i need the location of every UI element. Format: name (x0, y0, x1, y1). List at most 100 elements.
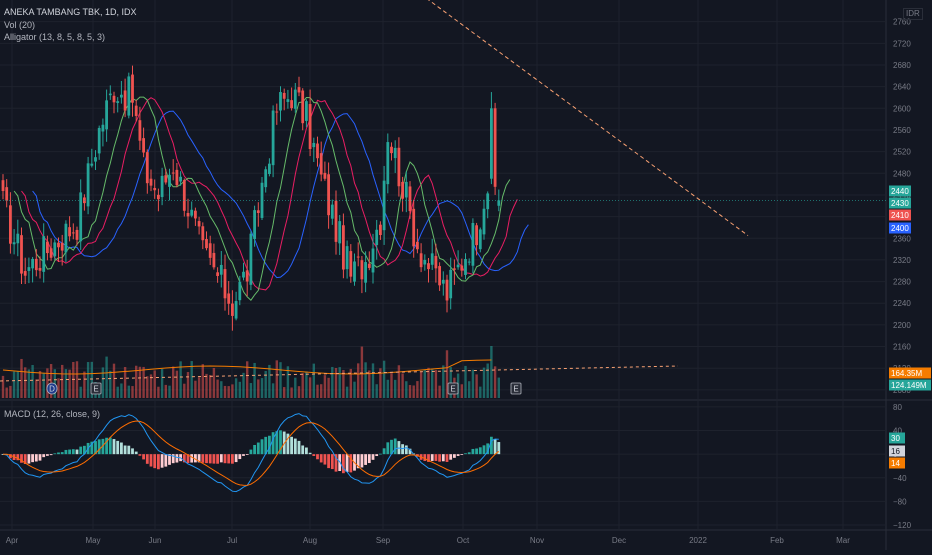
volume-bar (120, 383, 123, 398)
candle-body (75, 229, 79, 240)
volume-bar (260, 378, 264, 398)
alligator-teeth-line (21, 97, 518, 291)
event-marker-box[interactable] (510, 382, 522, 395)
trend-line[interactable] (370, 0, 749, 236)
macd-histogram-bar (16, 454, 20, 461)
volume-bar (16, 371, 19, 398)
symbol-title: ANEKA TAMBANG TBK, 1D, IDX (4, 7, 137, 17)
volume-bar (172, 366, 175, 398)
price-label-box (889, 222, 911, 234)
macd-histogram-bar (327, 454, 330, 469)
candle-body (97, 127, 101, 154)
price-label-text: 2440 (891, 187, 909, 196)
volume-bar (416, 381, 419, 398)
candle-body (231, 303, 234, 316)
volume-bar (160, 368, 164, 398)
macd-histogram-bar (319, 454, 323, 463)
candle-body (223, 269, 227, 299)
event-marker[interactable]: E (90, 382, 102, 395)
candle-body (364, 262, 367, 283)
candle-body (282, 92, 286, 99)
event-marker-box[interactable] (46, 382, 58, 395)
price-label-text: 2410 (891, 211, 909, 220)
macd-histogram-bar (94, 441, 97, 455)
candle-body (345, 246, 349, 270)
macd-histogram-bar (268, 435, 271, 455)
macd-histogram-bar (190, 454, 194, 463)
candle-body (9, 205, 12, 244)
candle-body (497, 200, 501, 206)
macd-histogram-bar (312, 454, 316, 456)
candle-body (197, 221, 201, 227)
volume-bar (234, 378, 238, 398)
volume-bar (12, 371, 16, 398)
candle-body (356, 256, 360, 258)
candle-body (16, 233, 20, 244)
volume-bar (246, 361, 249, 398)
volume-ma-line (2, 359, 492, 375)
macd-histogram-bar (386, 442, 390, 455)
candle-body (456, 264, 460, 268)
macd-histogram-bar (68, 449, 71, 455)
macd-histogram-bar (171, 454, 175, 464)
volume-bar (146, 376, 149, 398)
volume-bar (449, 367, 452, 398)
volume-label-text: 124.149M (891, 381, 927, 390)
candle-body (216, 272, 219, 276)
candle-body (390, 146, 393, 154)
volume-bar (194, 380, 197, 398)
volume-bar (5, 387, 8, 398)
event-marker[interactable]: E (447, 382, 459, 395)
macd-tick-label: −40 (893, 474, 907, 483)
candle-body (275, 111, 279, 113)
macd-histogram-bar (120, 442, 123, 455)
event-marker[interactable]: E (510, 382, 522, 395)
event-marker-box[interactable] (90, 382, 102, 395)
candle-body (445, 279, 449, 301)
time-tick-label: Dec (612, 536, 626, 545)
macd-histogram-bar (323, 454, 327, 465)
macd-histogram-bar (375, 454, 379, 457)
volume-bar (379, 368, 382, 398)
event-marker[interactable]: D (46, 382, 58, 395)
macd-value-box (889, 445, 905, 457)
macd-histogram-bar (138, 454, 142, 456)
macd-histogram-bar (256, 442, 260, 455)
macd-histogram-bar (9, 454, 12, 459)
candle-body (71, 232, 75, 234)
volume-bar (164, 384, 167, 398)
price-tick-label: 2760 (893, 18, 911, 27)
macd-histogram-bar (364, 454, 367, 465)
volume-bar (419, 371, 423, 398)
time-tick-label: 2022 (689, 536, 707, 545)
macd-histogram-bar (238, 454, 242, 460)
macd-histogram-bar (31, 454, 34, 463)
candle-body (205, 239, 208, 249)
volume-bar (349, 368, 352, 398)
candle-body (338, 221, 342, 244)
macd-histogram-bar (212, 454, 216, 464)
volume-bar (397, 365, 401, 398)
candle-body (293, 89, 297, 109)
candle-body (131, 74, 134, 103)
candle-body (153, 187, 157, 191)
volume-bar (442, 365, 445, 398)
candle-body (212, 252, 216, 268)
event-marker-box[interactable] (447, 382, 459, 395)
candle-body (5, 187, 9, 201)
candle-body (238, 281, 242, 301)
volume-bar (153, 370, 156, 398)
price-tick-label: 2720 (893, 39, 911, 48)
volume-bar (227, 386, 230, 398)
volume-bar (279, 362, 282, 398)
volume-bar (320, 384, 323, 398)
macd-histogram-bar (423, 454, 427, 461)
macd-histogram-bar (175, 454, 179, 463)
price-label-box (889, 197, 911, 209)
macd-histogram-bar (401, 444, 404, 455)
candle-body (1, 180, 5, 192)
macd-histogram-bar (90, 441, 94, 455)
candle-body (301, 90, 305, 124)
